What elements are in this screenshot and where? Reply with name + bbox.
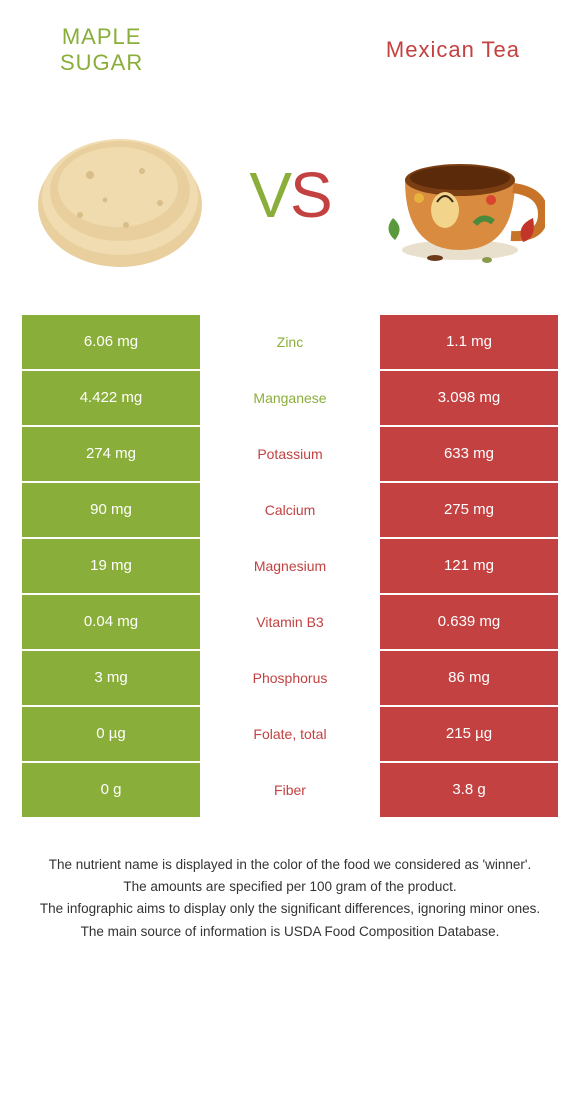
vs-row: VS [0, 85, 580, 315]
right-value: 633 mg [380, 427, 558, 481]
left-value: 6.06 mg [22, 315, 200, 369]
right-title-text: Mexican tea [386, 37, 520, 62]
nutrient-name: Folate, total [200, 707, 380, 761]
vs-label: VS [249, 158, 330, 232]
left-value: 4.422 mg [22, 371, 200, 425]
left-title-line2: sugar [60, 50, 143, 75]
table-row: 90 mgCalcium275 mg [22, 483, 558, 537]
footnote-3: The infographic aims to display only the… [12, 899, 568, 919]
table-row: 6.06 mgZinc1.1 mg [22, 315, 558, 369]
footnote-1: The nutrient name is displayed in the co… [12, 855, 568, 875]
table-row: 0 gFiber3.8 g [22, 763, 558, 817]
left-food-image [30, 105, 210, 285]
left-value: 0 g [22, 763, 200, 817]
nutrient-name: Calcium [200, 483, 380, 537]
right-value: 86 mg [380, 651, 558, 705]
nutrient-name: Fiber [200, 763, 380, 817]
footnote-4: The main source of information is USDA F… [12, 922, 568, 942]
table-row: 3 mgPhosphorus86 mg [22, 651, 558, 705]
right-value: 1.1 mg [380, 315, 558, 369]
nutrient-name: Zinc [200, 315, 380, 369]
vs-v: V [249, 159, 290, 231]
right-value: 215 µg [380, 707, 558, 761]
footnotes: The nutrient name is displayed in the co… [0, 819, 580, 942]
left-value: 3 mg [22, 651, 200, 705]
right-value: 3.098 mg [380, 371, 558, 425]
nutrient-name: Magnesium [200, 539, 380, 593]
header: Maple sugar Mexican tea [0, 0, 580, 85]
right-value: 0.639 mg [380, 595, 558, 649]
left-value: 274 mg [22, 427, 200, 481]
left-value: 90 mg [22, 483, 200, 537]
table-row: 0 µgFolate, total215 µg [22, 707, 558, 761]
nutrient-table: 6.06 mgZinc1.1 mg4.422 mgManganese3.098 … [0, 315, 580, 817]
vs-s: S [290, 159, 331, 231]
table-row: 19 mgMagnesium121 mg [22, 539, 558, 593]
right-food-image [370, 105, 550, 285]
table-row: 274 mgPotassium633 mg [22, 427, 558, 481]
left-food-title: Maple sugar [60, 24, 143, 77]
left-value: 19 mg [22, 539, 200, 593]
right-value: 3.8 g [380, 763, 558, 817]
table-row: 0.04 mgVitamin B30.639 mg [22, 595, 558, 649]
right-value: 121 mg [380, 539, 558, 593]
nutrient-name: Vitamin B3 [200, 595, 380, 649]
left-title-line1: Maple [62, 24, 142, 49]
left-value: 0 µg [22, 707, 200, 761]
footnote-2: The amounts are specified per 100 gram o… [12, 877, 568, 897]
nutrient-name: Potassium [200, 427, 380, 481]
nutrient-name: Manganese [200, 371, 380, 425]
right-food-title: Mexican tea [386, 37, 520, 63]
left-value: 0.04 mg [22, 595, 200, 649]
table-row: 4.422 mgManganese3.098 mg [22, 371, 558, 425]
right-value: 275 mg [380, 483, 558, 537]
nutrient-name: Phosphorus [200, 651, 380, 705]
